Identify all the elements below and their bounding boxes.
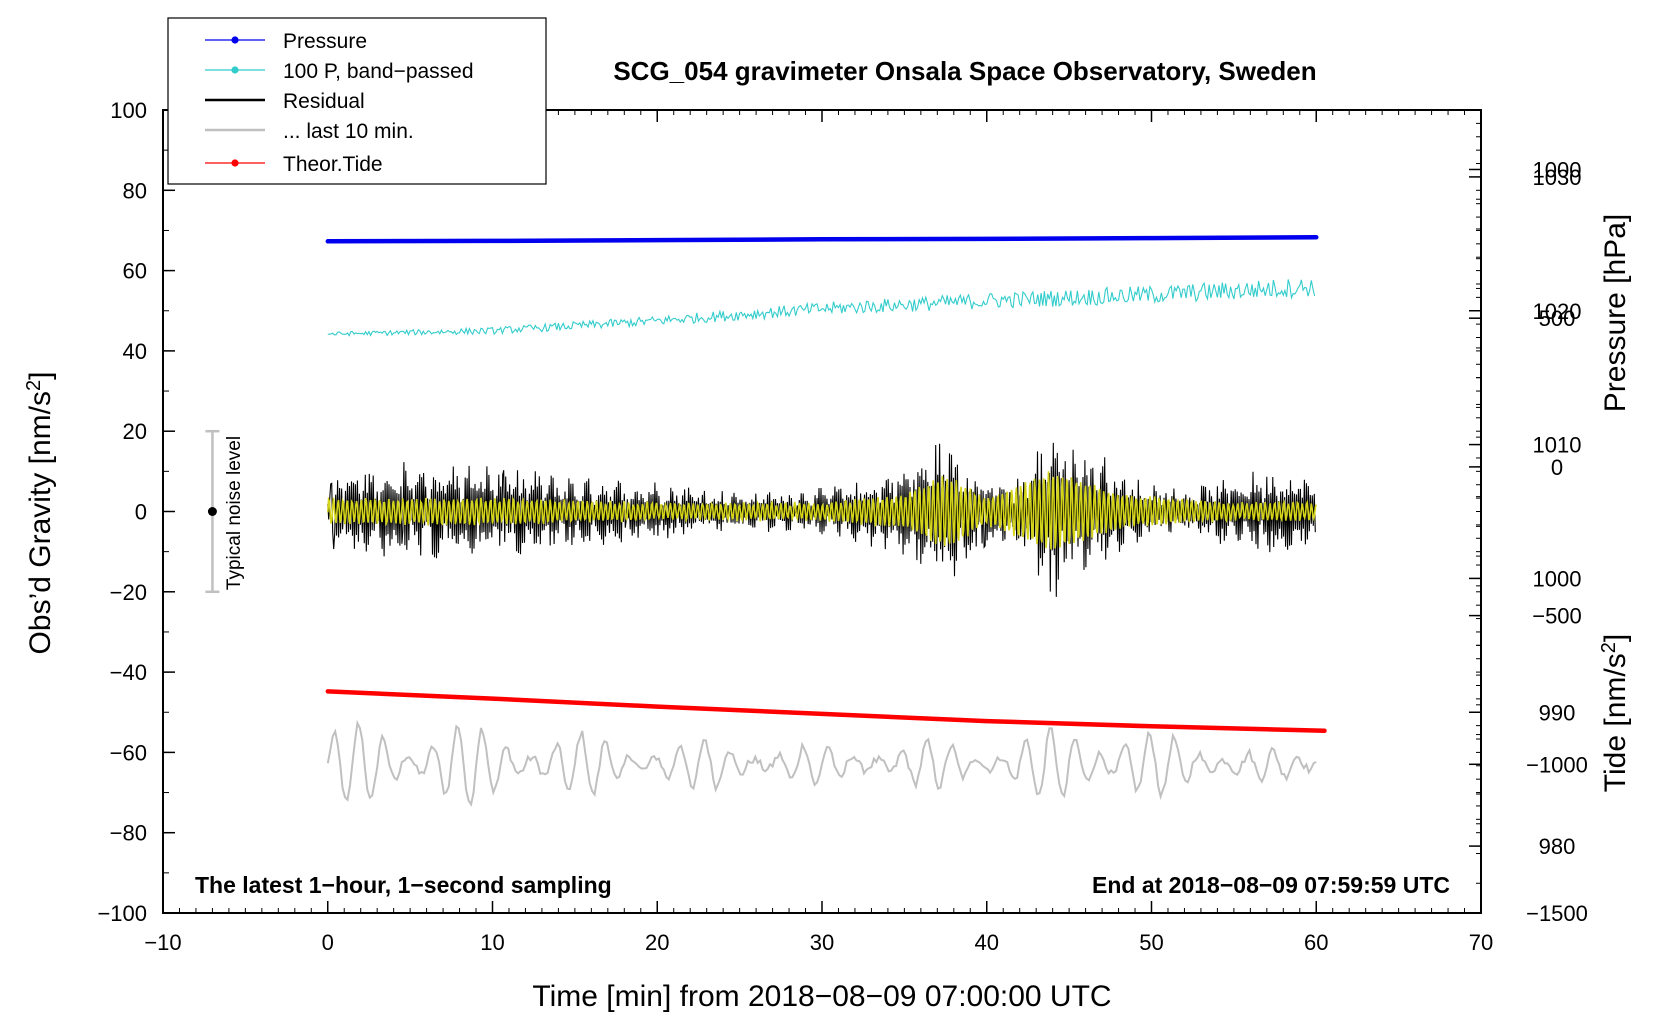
x-tick-label: 60 — [1304, 930, 1328, 955]
series-bandpassed — [327, 279, 1316, 337]
y-left-tick-labels: 100 80 60 40 20 0 −20 −40 −60 −80 −100 — [97, 98, 147, 926]
superscript: 2 — [23, 380, 45, 391]
y-tick-label: −40 — [110, 660, 147, 685]
y-tick-label: 20 — [123, 419, 147, 444]
tide-axis-label-text: Tide [nm/s — [1599, 653, 1632, 792]
series-last10 — [326, 719, 1317, 807]
chart-title: SCG_054 gravimeter Onsala Space Observat… — [613, 56, 1316, 86]
noise-bar — [205, 429, 220, 594]
legend-entry-bandpassed: 100 P, band−passed — [205, 60, 474, 83]
series-layer — [325, 235, 1327, 807]
pressure-tick-label: 1020 — [1533, 299, 1582, 324]
pressure-tick-label: 1000 — [1533, 566, 1582, 591]
x-tick-label: 50 — [1139, 930, 1163, 955]
legend-entry-last10: ... last 10 min. — [205, 120, 414, 143]
legend-marker-tide — [231, 159, 239, 167]
x-axis-label: Time [min] from 2018−08−09 07:00:00 UTC — [532, 980, 1111, 1013]
pressure-axis-label: Pressure [hPa] — [1599, 214, 1632, 412]
label-tail: ] — [24, 372, 57, 380]
legend-label-pressure: Pressure — [283, 30, 367, 53]
y-tick-label: 40 — [123, 339, 147, 364]
legend-label-residual: Residual — [283, 90, 365, 113]
sampling-note: The latest 1−hour, 1−second sampling — [195, 872, 612, 898]
legend: Pressure 100 P, band−passed Residual ...… — [167, 17, 547, 185]
series-pressure — [325, 235, 1319, 244]
legend-entry-residual: Residual — [205, 90, 365, 113]
label-tail: ] — [1599, 634, 1632, 642]
y-tick-label: 100 — [110, 98, 147, 123]
y-tick-label: 60 — [123, 259, 147, 284]
legend-label-bandpassed: 100 P, band−passed — [283, 60, 474, 83]
tide-tick-label: −500 — [1532, 604, 1582, 629]
x-tick-label: 30 — [810, 930, 834, 955]
x-tick-label: 10 — [480, 930, 504, 955]
legend-label-last10: ... last 10 min. — [283, 120, 414, 143]
superscript: 2 — [1598, 642, 1620, 653]
tide-tick-label: 0 — [1551, 455, 1563, 480]
pressure-tick-label: 1010 — [1533, 433, 1582, 458]
x-tick-label: 20 — [645, 930, 669, 955]
x-tick-label: 40 — [975, 930, 999, 955]
tide-tick-label: 500 — [1539, 306, 1576, 331]
series-tide — [325, 689, 1327, 733]
y-tick-label: 80 — [123, 178, 147, 203]
left-axis-label-text: Obs’d Gravity [nm/s — [24, 391, 57, 654]
tide-tick-label: 1000 — [1533, 157, 1582, 182]
legend-label-tide: Theor.Tide — [283, 153, 383, 176]
y-tick-label: −20 — [110, 580, 147, 605]
y-tick-label: −100 — [97, 901, 147, 926]
noise-bar-center — [207, 507, 217, 516]
left-axis-label: Obs’d Gravity [nm/s2] — [23, 372, 57, 655]
legend-entry-tide: Theor.Tide — [205, 153, 383, 176]
y-tick-label: −80 — [110, 821, 147, 846]
pressure-tick-labels: 1030 1020 1010 1000 990 980 — [1533, 165, 1582, 859]
legend-marker-bandpassed — [231, 66, 239, 74]
pressure-tick-label: 1030 — [1533, 165, 1582, 190]
legend-marker-pressure — [231, 36, 239, 44]
x-tick-label: −10 — [144, 930, 181, 955]
x-tick-label: 0 — [322, 930, 334, 955]
legend-entry-pressure: Pressure — [205, 30, 367, 53]
y-tick-label: 0 — [135, 500, 147, 525]
tide-tick-labels: 1000 500 0 −500 −1000 −1500 — [1526, 157, 1588, 926]
pressure-tick-label: 980 — [1539, 834, 1576, 859]
tide-axis-label: Tide [nm/s2] — [1598, 634, 1632, 792]
end-time-note: End at 2018−08−09 07:59:59 UTC — [1092, 872, 1450, 898]
x-tick-labels: −10 0 10 20 30 40 50 60 70 — [144, 930, 1493, 955]
noise-label: Typical noise level — [224, 436, 245, 590]
pressure-tick-label: 990 — [1539, 700, 1576, 725]
tide-tick-label: −1500 — [1526, 901, 1588, 926]
x-tick-label: 70 — [1469, 930, 1493, 955]
y-tick-label: −60 — [110, 740, 147, 765]
series-residual-filtered — [327, 471, 1317, 550]
tide-tick-label: −1000 — [1526, 752, 1588, 777]
